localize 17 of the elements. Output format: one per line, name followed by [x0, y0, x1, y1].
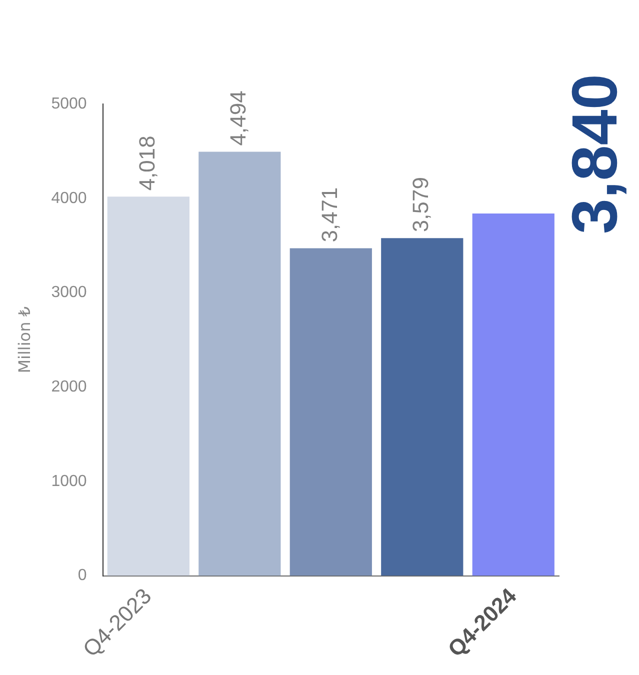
y-tick-label: 3000	[51, 284, 87, 302]
data-label: 4,494	[226, 90, 251, 146]
y-tick-label: 4000	[51, 190, 87, 207]
bar	[290, 248, 372, 576]
y-tick-label: 2000	[51, 378, 87, 396]
bar	[381, 238, 464, 576]
y-tick-label: 5000	[51, 95, 87, 112]
y-tick-label: 1000	[51, 472, 87, 490]
bar	[198, 152, 281, 576]
data-label: 3,471	[316, 187, 342, 242]
data-label: 3,579	[408, 177, 434, 232]
data-label: 3,840	[558, 74, 631, 234]
bar	[107, 196, 190, 576]
bar	[472, 213, 554, 576]
data-label: 4,018	[134, 136, 160, 191]
y-axis-title: Million ₺	[14, 306, 34, 374]
y-tick-label: 0	[78, 567, 87, 584]
